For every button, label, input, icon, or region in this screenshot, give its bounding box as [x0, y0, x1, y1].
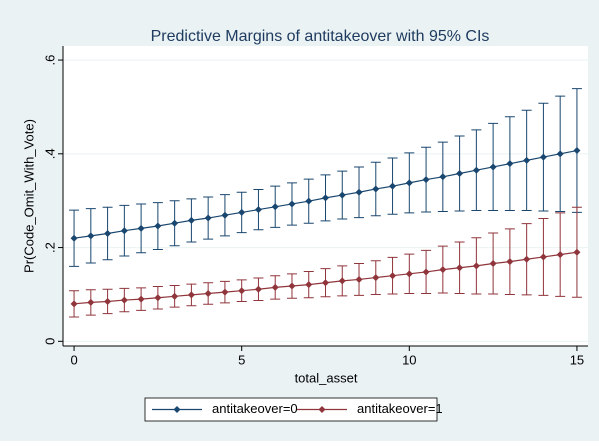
point — [204, 214, 212, 222]
point — [422, 268, 430, 276]
point — [87, 232, 95, 240]
point — [271, 203, 279, 211]
point — [439, 266, 447, 274]
x-axis-label: total_asset — [295, 370, 358, 385]
point — [523, 156, 531, 164]
chart-title: Predictive Margins of antitakeover with … — [151, 28, 490, 45]
point — [154, 294, 162, 302]
point — [372, 274, 380, 282]
point — [355, 188, 363, 196]
point — [104, 297, 112, 305]
y-tick-label: 0 — [42, 338, 57, 345]
legend-marker — [318, 406, 326, 413]
point — [221, 288, 229, 296]
legend — [144, 397, 438, 422]
point — [556, 150, 564, 158]
point — [489, 163, 497, 171]
point — [472, 262, 480, 270]
point — [338, 191, 346, 199]
point — [573, 147, 581, 155]
point — [137, 295, 145, 303]
point — [355, 275, 363, 283]
point — [472, 166, 480, 174]
point — [171, 292, 179, 300]
point — [322, 194, 329, 202]
point — [305, 197, 313, 205]
point — [523, 255, 531, 263]
y-tick-label: .6 — [42, 55, 57, 66]
point — [456, 264, 464, 272]
point — [238, 208, 246, 216]
y-axis-label: Pr(Code_Omit_With_Vote) — [21, 119, 36, 273]
point — [506, 160, 514, 168]
x-tick-label: 0 — [70, 352, 77, 367]
point — [70, 234, 78, 242]
point — [288, 200, 296, 208]
legend-marker — [173, 406, 181, 413]
point — [87, 298, 95, 306]
y-tick-label: .4 — [42, 148, 57, 159]
point — [405, 179, 413, 187]
point — [104, 230, 112, 237]
point — [456, 170, 464, 177]
point — [171, 219, 179, 227]
point — [254, 285, 262, 293]
point — [254, 206, 262, 214]
point — [539, 153, 547, 161]
point — [556, 251, 564, 259]
point — [120, 296, 128, 304]
point — [338, 277, 346, 285]
point — [187, 291, 195, 299]
point — [372, 185, 380, 193]
point — [573, 248, 581, 256]
y-tick-label: .2 — [42, 242, 57, 253]
point — [389, 182, 397, 190]
point — [539, 253, 547, 261]
x-tick-label: 15 — [570, 352, 584, 367]
point — [322, 279, 329, 287]
point — [405, 270, 413, 278]
point — [288, 282, 296, 290]
legend-label: antitakeover=1 — [357, 401, 443, 416]
point — [271, 283, 279, 291]
point — [187, 216, 195, 224]
point — [154, 222, 162, 230]
x-tick-label: 5 — [238, 352, 245, 367]
point — [238, 287, 246, 295]
point — [422, 176, 430, 184]
x-tick-label: 10 — [402, 352, 416, 367]
point — [221, 211, 229, 219]
point — [137, 224, 145, 232]
legend-label: antitakeover=0 — [212, 401, 298, 416]
point — [305, 281, 313, 289]
point — [70, 300, 78, 308]
point — [120, 227, 128, 235]
point — [506, 258, 514, 266]
point — [439, 173, 447, 181]
point — [489, 260, 497, 267]
point — [389, 272, 397, 280]
point — [204, 290, 212, 297]
